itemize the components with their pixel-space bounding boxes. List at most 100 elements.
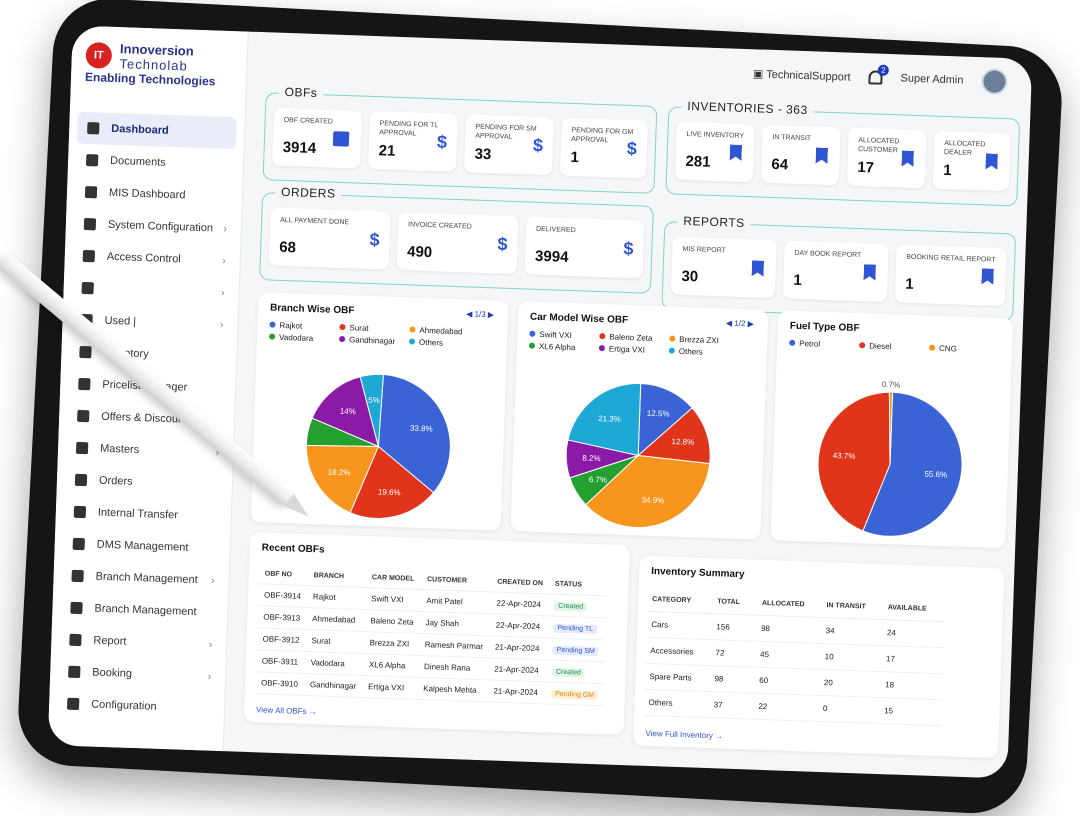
car-model-chart-card: Car Model Wise OBF ◀ 1/2 ▶ Swift VXI Bale… [510, 301, 769, 540]
pie-slice[interactable] [637, 382, 693, 458]
pending-tl-card[interactable]: PENDING FOR TL APPROVAL 21 $ [368, 110, 459, 172]
menu-icon [73, 505, 87, 519]
avatar[interactable] [981, 68, 1008, 96]
table-cell: OBF-3914 [257, 583, 308, 608]
status-badge: Pending TL [553, 623, 598, 635]
menu-icon [74, 473, 88, 487]
view-all-obfs-link[interactable]: View All OBFs → [255, 705, 317, 717]
menu-icon [77, 409, 90, 423]
chevron-right-icon: › [211, 575, 215, 587]
table-cell: Brezza ZXI [363, 631, 420, 656]
card-value: 64 [771, 155, 789, 174]
menu-icon [72, 537, 85, 551]
pie-slice[interactable] [637, 406, 712, 465]
card-value: 1 [943, 161, 952, 180]
dollar-icon: $ [626, 138, 638, 159]
allocated-dealer-card[interactable]: ALLOCATED DEALER 1 [932, 130, 1011, 192]
recent-obfs-card: Recent OBFs OBF NO BRANCH CAR MODEL CUSTOME… [243, 531, 631, 736]
invoice-created-card[interactable]: INVOICE CREATED 490 $ [396, 211, 519, 275]
live-inventory-card[interactable]: LIVE INVENTORY 281 [674, 121, 755, 183]
sidebar-item-18[interactable]: Configuration [57, 687, 217, 725]
allocated-customer-card[interactable]: ALLOCATED CUSTOMER 17 [846, 127, 927, 189]
table-cell: Vadodara [304, 651, 364, 676]
table-cell: Gandhinagar [303, 673, 363, 698]
pie-slice[interactable] [887, 391, 894, 465]
booking-retail-card[interactable]: BOOKING RETAIL REPORT 1 [894, 244, 1007, 307]
delivered-card[interactable]: DELIVERED 3994 $ [524, 216, 645, 279]
sidebar-item-label: DMS Management [96, 538, 189, 554]
menu-icon [70, 601, 83, 615]
view-full-inventory-link[interactable]: View Full Inventory → [645, 728, 724, 741]
table-cell: Baleno Zeta [364, 609, 420, 634]
sidebar-item-label: Booking [92, 666, 133, 680]
dollar-icon: $ [623, 238, 634, 259]
pie-slice[interactable] [304, 444, 380, 514]
day-book-card[interactable]: DAY BOOK REPORT 1 [782, 240, 889, 303]
slice-label: 8.2% [582, 453, 601, 463]
pending-gm-card[interactable]: PENDING FOR GM APPROVAL 1 $ [559, 117, 648, 179]
branch-pie: 33.8% 19.6% 18.2% 14% 5% [304, 373, 453, 519]
support-link[interactable]: ▣ TechnicalSupport [752, 67, 851, 84]
card-value: 17 [857, 158, 875, 177]
mis-report-card[interactable]: MIS REPORT 30 [670, 236, 777, 299]
card-label: IN TRANSIT [772, 133, 812, 143]
sidebar-item-label: System Configuration [107, 218, 214, 235]
bookmark-icon [863, 264, 876, 280]
table-cell: Others [644, 689, 711, 718]
in-transit-card[interactable]: IN TRANSIT 64 [760, 124, 841, 186]
card-label: DAY BOOK REPORT [794, 249, 862, 260]
orders-panel: ORDERS ALL PAYMENT DONE 68 $ INVOICE CREAT… [259, 184, 654, 294]
bookmark-icon [752, 260, 765, 276]
user-name[interactable]: Super Admin [900, 72, 964, 87]
column-header: OBF NO [258, 564, 309, 586]
slice-label: 12.5% [647, 409, 670, 419]
chevron-right-icon: › [208, 639, 213, 651]
status-badge: Pending GM [550, 689, 599, 701]
bell-icon[interactable]: 2 [868, 64, 889, 85]
all-payment-card[interactable]: ALL PAYMENT DONE 68 $ [268, 207, 391, 270]
bookmark-icon [901, 150, 914, 166]
chevron-right-icon: › [223, 223, 228, 235]
branch-chart-card: Branch Wise OBF ◀ 1/3 ▶ Rajkot Surat Ahmed… [250, 292, 509, 531]
chevron-right-icon: › [221, 287, 225, 299]
inventories-title: INVENTORIES - 363 [681, 98, 814, 118]
card-value: 68 [278, 238, 297, 257]
table-cell: 34 [821, 617, 884, 646]
menu-icon [69, 633, 82, 647]
menu-icon [85, 154, 99, 167]
pie-slice[interactable] [567, 381, 642, 457]
table-cell: Jay Shah [419, 611, 491, 636]
pie-slice[interactable] [358, 373, 384, 447]
table-cell: Spare Parts [645, 663, 712, 692]
inventory-summary-card: Inventory Summary CATEGORY TOTAL ALLOCATED… [633, 555, 1005, 759]
card-value: 21 [378, 142, 396, 160]
slice-label: 18.2% [328, 468, 351, 478]
table-cell: Swift VXI [364, 587, 421, 612]
pie-slice[interactable] [816, 390, 893, 532]
table-cell: 156 [711, 613, 758, 642]
pie-slice[interactable] [862, 391, 965, 538]
slice-label: 21.3% [598, 414, 621, 424]
table-cell: Cars [646, 611, 713, 640]
brand: IT Innoversion Technolab Enabling Techno… [70, 25, 247, 105]
pie-slice[interactable] [377, 374, 453, 494]
slice-label: 6.7% [589, 475, 608, 485]
card-label: LIVE INVENTORY [686, 130, 745, 140]
column-header: CATEGORY [647, 587, 714, 614]
table-cell: 22 [753, 693, 820, 722]
pending-sm-card[interactable]: PENDING FOR SM APPROVAL 33 $ [463, 114, 554, 176]
pie-slice[interactable] [311, 375, 380, 448]
table-cell: 98 [710, 665, 756, 694]
obf-created-card[interactable]: OBF CREATED 3914 [272, 107, 363, 169]
table-cell: 98 [756, 615, 823, 644]
menu-icon [79, 345, 92, 359]
reports-panel: REPORTS MIS REPORT 30 DAY BOOK REPORT 1 BO… [661, 213, 1017, 322]
slice-label: 12.8% [671, 437, 694, 447]
pie-slice[interactable] [584, 454, 711, 530]
sidebar-nav: Dashboard Documents MIS Dashboard System Co… [49, 111, 245, 725]
table-cell: Dinesh Rana [417, 655, 489, 680]
menu-icon [71, 569, 84, 583]
table-cell: OBF-3911 [255, 649, 306, 674]
menu-icon [84, 185, 98, 199]
menu-icon [75, 441, 89, 455]
